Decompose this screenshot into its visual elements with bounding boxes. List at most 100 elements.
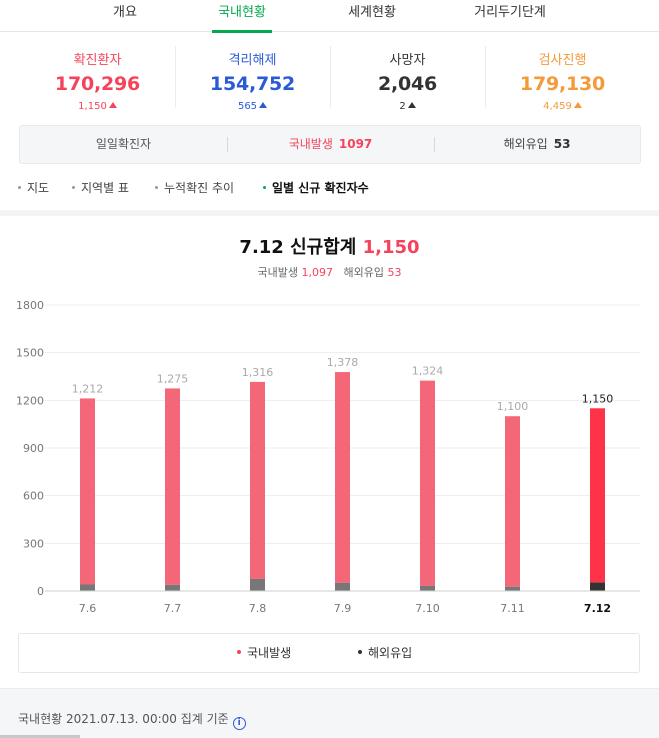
stat-released: 격리해제 154,752 565	[175, 40, 330, 114]
daily-domestic: 국내발생 1097	[227, 126, 434, 163]
x-tick-label: 7.8	[249, 602, 267, 615]
info-icon[interactable]: i	[232, 717, 246, 730]
stat-released-delta: 565	[175, 101, 330, 112]
menu-item-label: 일별 신규 확진자수	[272, 181, 369, 195]
bar-overseas	[80, 584, 95, 591]
x-tick-label: 7.12	[584, 602, 611, 615]
bar-overseas	[420, 585, 435, 591]
stat-deaths-label: 사망자	[389, 53, 426, 68]
bar-value-label: 1,378	[327, 356, 359, 369]
bar-overseas	[590, 582, 605, 591]
divider	[175, 46, 176, 108]
y-tick-label: 0	[37, 585, 44, 598]
up-arrow-icon	[108, 102, 117, 108]
bullet-icon	[18, 186, 21, 189]
bar-value-label: 1,150	[582, 392, 614, 405]
stat-released-label: 격리해제	[228, 53, 277, 68]
stat-testing: 검사진행 179,130 4,459	[485, 40, 640, 114]
legend-label: 국내발생	[247, 646, 292, 660]
bar-overseas	[250, 578, 265, 591]
stat-released-delta-value: 565	[237, 101, 258, 112]
chart-sub-domestic-value: 1,097	[301, 266, 334, 279]
stat-released-value: 154,752	[209, 73, 296, 95]
bar-domestic	[335, 372, 350, 583]
tab-domestic[interactable]: 국내현황	[212, 0, 272, 33]
x-tick-label: 7.6	[79, 602, 97, 615]
daily-overseas-label: 해외유입	[503, 137, 548, 151]
x-tick-label: 7.9	[334, 602, 352, 615]
divider	[434, 137, 435, 152]
stat-confirmed-value: 170,296	[54, 73, 141, 95]
stat-testing-label: 검사진행	[538, 53, 587, 68]
bullet-icon	[155, 186, 158, 189]
bullet-icon	[72, 186, 75, 189]
y-tick-label: 600	[23, 490, 44, 503]
x-tick-label: 7.7	[164, 602, 182, 615]
up-arrow-icon	[407, 102, 416, 108]
bar-domestic	[250, 381, 265, 579]
bar-domestic	[505, 416, 520, 587]
x-axis: 7.6 7.7 7.8 7.9 7.10 7.11 7.12	[45, 590, 640, 615]
tab-distancing-level[interactable]: 거리두기단계	[474, 5, 546, 20]
y-tick-label: 900	[23, 442, 44, 455]
bar-overseas	[165, 584, 180, 591]
bar-overseas	[505, 586, 520, 591]
y-axis: 1800 1500 1200 900 600 300 0	[16, 299, 44, 598]
bar-domestic	[80, 398, 95, 585]
chart-title-text: 7.12 신규합계	[239, 237, 357, 258]
daily-overseas-value: 53	[553, 137, 571, 151]
stat-testing-delta: 4,459	[485, 101, 640, 112]
daily-overseas: 해외유입 53	[434, 126, 640, 163]
chart-sub-overseas-value: 53	[387, 266, 402, 279]
bar-domestic	[165, 388, 180, 585]
stat-deaths-value: 2,046	[377, 73, 438, 95]
stat-testing-value: 179,130	[519, 73, 606, 95]
x-tick-label: 7.10	[415, 602, 440, 615]
divider	[330, 46, 331, 108]
divider	[485, 46, 486, 108]
tab-overview[interactable]: 개요	[113, 5, 137, 20]
bar-overseas	[335, 582, 350, 591]
top-tab-bar: 개요 국내현황 세계현황 거리두기단계	[0, 0, 659, 33]
bar-value-label: 1,316	[242, 366, 274, 379]
chart-sub-domestic-label: 국내발생	[257, 266, 298, 279]
footer: 국내현황 2021.07.13. 00:00 집계 기준 i	[0, 688, 659, 738]
menu-item-region-table[interactable]: 지역별 표	[72, 179, 129, 196]
stat-confirmed-label: 확진환자	[73, 53, 122, 68]
tab-world[interactable]: 세계현황	[348, 5, 396, 20]
horizontal-scrollbar[interactable]	[0, 735, 80, 738]
bar-domestic	[420, 380, 435, 586]
menu-item-label: 지역별 표	[81, 181, 129, 195]
section-divider	[0, 210, 659, 216]
legend-domestic: 국내발생	[237, 634, 291, 672]
menu-item-cumulative-trend[interactable]: 누적확진 추이	[155, 179, 234, 196]
chart-legend: 국내발생 해외유입	[18, 633, 640, 673]
legend-dot-icon	[358, 650, 362, 654]
stat-testing-delta-value: 4,459	[543, 101, 572, 112]
legend-overseas: 해외유입	[358, 634, 412, 672]
divider	[227, 137, 228, 152]
stat-confirmed-delta: 1,150	[20, 101, 175, 112]
bar-value-label: 1,100	[497, 400, 529, 413]
chart-sub-overseas-label: 해외유입	[343, 266, 384, 279]
daily-confirmed-label: 일일확진자	[95, 137, 152, 151]
stat-confirmed: 확진환자 170,296 1,150	[20, 40, 175, 114]
daily-domestic-value: 1097	[338, 137, 373, 151]
stats-summary: 확진환자 170,296 1,150 격리해제 154,752 565 사망자 …	[20, 40, 640, 120]
menu-item-daily-new[interactable]: 일별 신규 확진자수	[263, 179, 369, 196]
legend-label: 해외유입	[368, 646, 413, 660]
bar-domestic	[590, 408, 605, 583]
menu-item-map[interactable]: 지도	[18, 179, 49, 196]
chart-total: 1,150	[362, 237, 420, 258]
legend-dot-icon	[237, 650, 241, 654]
bar-value-label: 1,275	[157, 372, 189, 385]
daily-domestic-label: 국내발생	[288, 137, 333, 151]
stat-deaths-delta-value: 2	[399, 101, 406, 112]
footer-note: 국내현황 2021.07.13. 00:00 집계 기준 i	[18, 710, 246, 730]
up-arrow-icon	[259, 102, 268, 108]
x-tick-label: 7.11	[500, 602, 525, 615]
stat-deaths: 사망자 2,046 2	[330, 40, 485, 114]
stat-confirmed-delta-value: 1,150	[78, 101, 107, 112]
chart-subtitle: 국내발생 1,097 해외유입 53	[0, 264, 659, 280]
